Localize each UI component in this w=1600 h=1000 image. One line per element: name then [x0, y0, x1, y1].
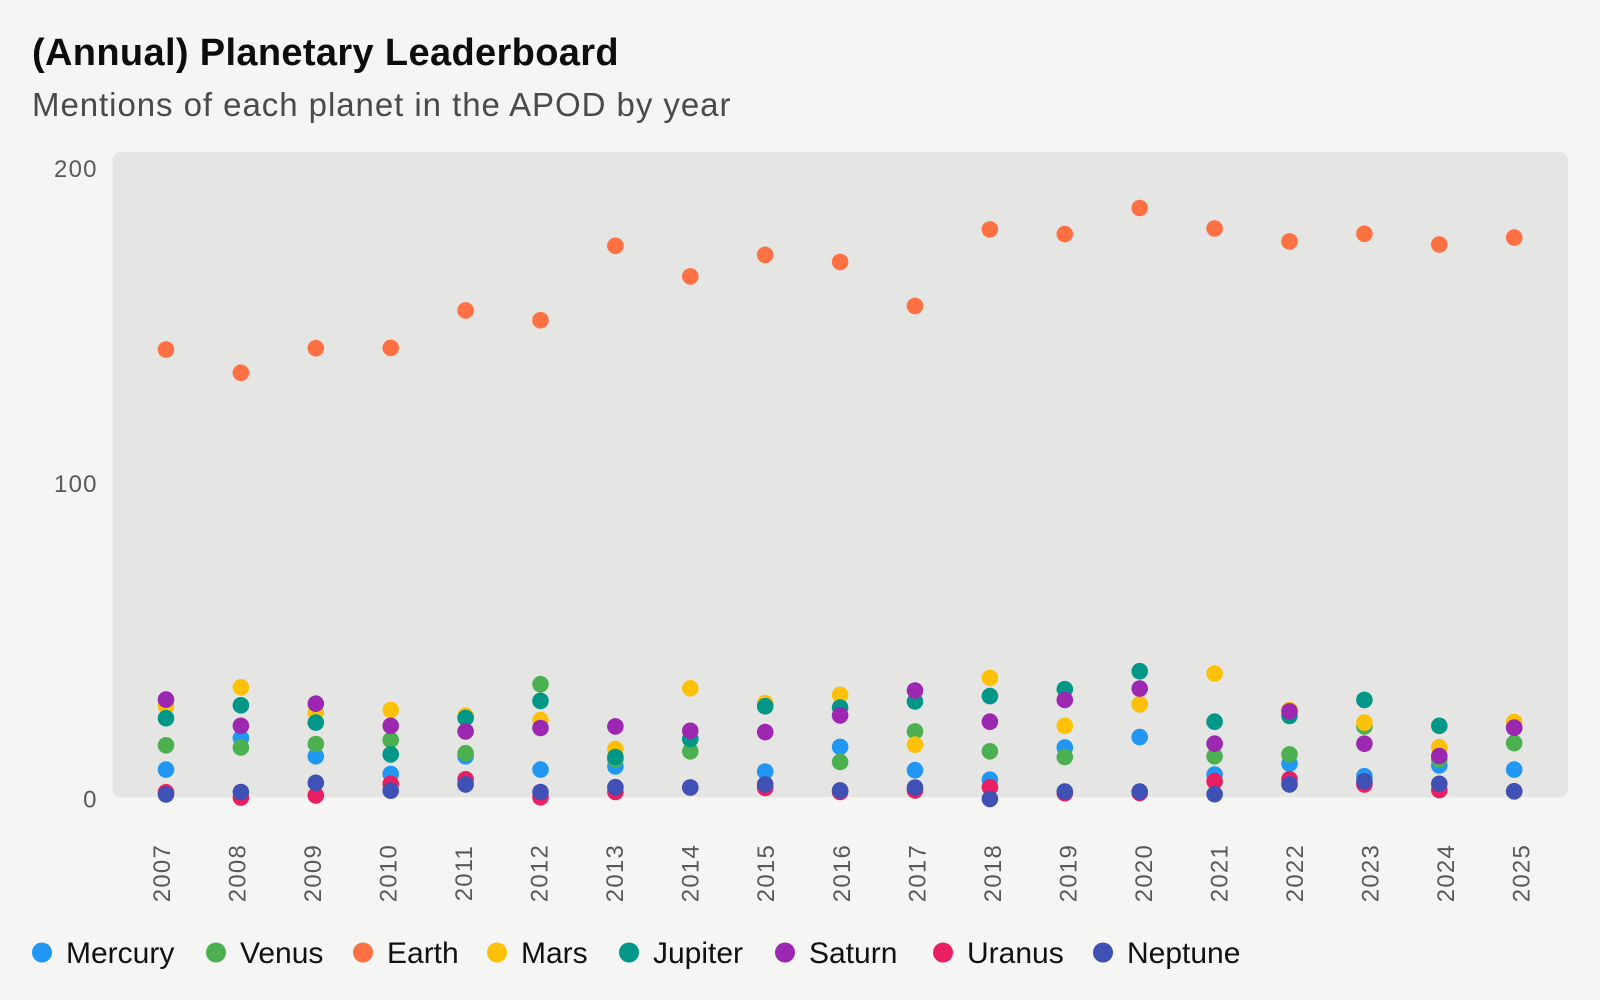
- svg-text:Jupiter: Jupiter: [653, 937, 743, 970]
- svg-text:2021: 2021: [1207, 844, 1234, 902]
- svg-text:2015: 2015: [753, 844, 780, 902]
- svg-text:2017: 2017: [904, 844, 931, 902]
- svg-text:2022: 2022: [1282, 844, 1309, 902]
- svg-text:2023: 2023: [1358, 844, 1385, 902]
- svg-text:2010: 2010: [375, 844, 402, 902]
- svg-text:2011: 2011: [451, 845, 478, 901]
- svg-text:2016: 2016: [829, 844, 856, 902]
- svg-text:2013: 2013: [602, 844, 629, 902]
- svg-text:2025: 2025: [1509, 844, 1536, 902]
- svg-text:Earth: Earth: [387, 937, 459, 970]
- svg-text:Uranus: Uranus: [967, 937, 1064, 970]
- svg-text:Venus: Venus: [240, 937, 323, 970]
- svg-text:Neptune: Neptune: [1127, 937, 1240, 970]
- svg-text:0: 0: [83, 786, 98, 813]
- svg-text:Mercury: Mercury: [66, 937, 174, 970]
- svg-text:2014: 2014: [678, 844, 705, 902]
- svg-text:2007: 2007: [149, 844, 176, 902]
- svg-text:Mars: Mars: [521, 937, 588, 970]
- svg-text:2018: 2018: [980, 844, 1007, 902]
- svg-text:100: 100: [54, 471, 98, 498]
- svg-text:2020: 2020: [1131, 844, 1158, 902]
- svg-text:Saturn: Saturn: [809, 937, 897, 970]
- svg-text:2024: 2024: [1433, 844, 1460, 902]
- svg-text:200: 200: [54, 156, 98, 183]
- svg-text:2019: 2019: [1055, 844, 1082, 902]
- svg-text:2008: 2008: [224, 844, 251, 902]
- svg-text:2012: 2012: [527, 844, 554, 902]
- svg-text:2009: 2009: [300, 844, 327, 902]
